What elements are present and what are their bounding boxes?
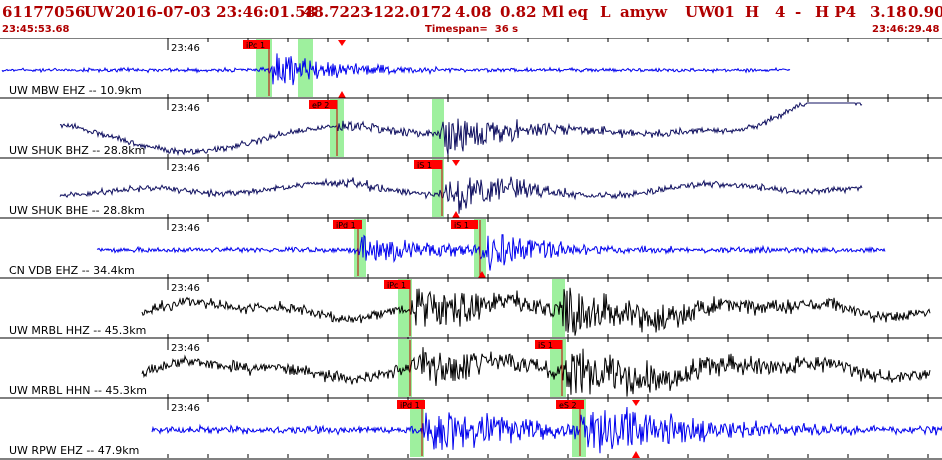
event-v1: 3.18: [870, 3, 907, 21]
waveform-trace: [141, 347, 931, 397]
timespan: Timespan= 36 s: [425, 24, 519, 35]
event-depth: 4.08: [455, 3, 492, 21]
waveform-trace: [141, 287, 931, 336]
event-num: 4: [775, 3, 786, 21]
arrival-marker: [452, 211, 460, 218]
pick-flag: [535, 340, 562, 349]
minute-label: 23:46: [171, 223, 200, 234]
channel-label: UW MBW EHZ -- 10.9km: [9, 84, 142, 97]
pick-label: iS 1: [538, 341, 553, 350]
event-author: amyw: [620, 3, 668, 21]
pick-label: iPd 1: [400, 401, 420, 410]
pick-window: [410, 399, 424, 457]
minute-label: 23:46: [171, 283, 200, 294]
event-h: H: [745, 3, 760, 21]
channel-label: UW SHUK BHZ -- 28.8km: [9, 144, 145, 157]
channel-label: UW MRBL HHZ -- 45.3km: [9, 324, 146, 337]
event-magnitude: 0.82 Ml: [500, 3, 565, 21]
arrival-marker: [632, 400, 640, 406]
pick-label: eP 2: [312, 101, 329, 110]
minute-label: 23:46: [171, 43, 200, 54]
pick-label: iPc 1: [387, 281, 406, 290]
pick-window: [572, 399, 586, 457]
channel-label: UW RPW EHZ -- 47.9km: [9, 444, 139, 457]
start-time: 23:45:53.68: [2, 24, 70, 35]
event-net2: UW: [685, 3, 715, 21]
pick-label: iS 1: [417, 161, 432, 170]
waveform-trace: [1, 53, 791, 86]
channel-label: UW SHUK BHE -- 28.8km: [9, 204, 145, 217]
pick-label: iS 1: [454, 221, 469, 230]
pick-flag: [414, 160, 442, 169]
pick-window: [398, 279, 412, 337]
pick-label: eS 2: [559, 401, 577, 410]
arrival-marker: [338, 40, 346, 46]
end-time: 23:46:29.48: [872, 24, 940, 35]
pick-flag: [556, 400, 584, 409]
event-v2: 0.90: [908, 3, 942, 21]
waveform-panel: iPc 1 23:46 UW MBW EHZ -- 10.9km eP 2 23:46 U…: [0, 38, 942, 460]
event-dash: -: [795, 3, 802, 21]
pick-flag: [243, 40, 270, 49]
waveform-trace: [59, 101, 863, 157]
waveform-trace: [151, 406, 942, 454]
arrival-marker: [632, 451, 640, 458]
pick-flag: [333, 220, 362, 229]
event-header: 61177056 UW 2016-07-03 23:46:01.58 48.72…: [0, 0, 942, 38]
arrival-marker: [478, 271, 486, 278]
minute-label: 23:46: [171, 163, 200, 174]
event-network: UW: [84, 3, 114, 21]
pick-window: [256, 39, 272, 97]
minute-label: 23:46: [171, 343, 200, 354]
pick-window: [432, 159, 444, 217]
channel-label: UW MRBL HHN -- 45.3km: [9, 384, 147, 397]
event-datetime: 2016-07-03 23:46:01.58: [115, 3, 316, 21]
pick-label: iPd 1: [336, 221, 356, 230]
pick-window: [432, 99, 444, 157]
waveform-trace: [96, 234, 886, 271]
event-flag: L: [600, 3, 611, 21]
waveform-trace: [59, 176, 863, 214]
minute-label: 23:46: [171, 103, 200, 114]
event-hp: H P4: [815, 3, 857, 21]
pick-label: iPc 1: [246, 41, 265, 50]
event-longitude: -122.0172: [367, 3, 452, 21]
channel-label: CN VDB EHZ -- 34.4km: [9, 264, 135, 277]
pick-flag: [397, 400, 425, 409]
event-latitude: 48.7223: [303, 3, 371, 21]
pick-flag: [451, 220, 478, 229]
event-version: 01: [714, 3, 735, 21]
event-id: 61177056: [2, 3, 86, 21]
pick-flag: [309, 100, 337, 109]
minute-label: 23:46: [171, 403, 200, 414]
arrival-marker: [338, 91, 346, 98]
event-type: eq: [568, 3, 589, 21]
arrival-marker: [452, 160, 460, 166]
pick-flag: [384, 280, 410, 289]
